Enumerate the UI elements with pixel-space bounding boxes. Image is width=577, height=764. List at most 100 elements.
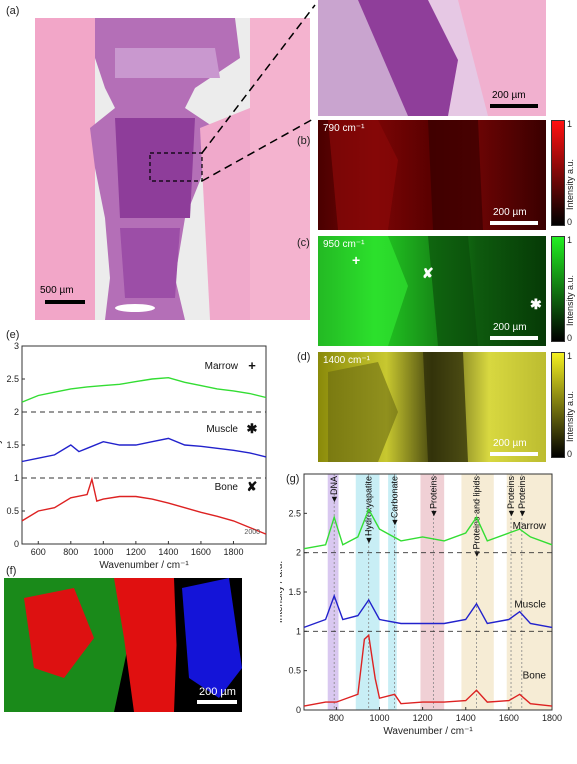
- colorbar-b: 1 0: [551, 120, 577, 230]
- y-tick-label-1: 0.5: [288, 666, 301, 676]
- annotation-marker-marrow: +: [248, 358, 256, 373]
- y-tick-label-3: 1.5: [6, 440, 19, 450]
- chart-g: ◄DNA ◄Hydroxyapatite ◄Carbonate ◄Proteins ◄P…: [280, 473, 562, 737]
- histology-main-svg: [35, 18, 310, 320]
- colorbar-c-max: 1: [567, 235, 573, 245]
- colorbar-d-gradient: [551, 352, 565, 458]
- y-axis-label: Intensity / a.u.: [280, 561, 285, 623]
- raman-map-c: [318, 236, 546, 346]
- band-label-6: ◄Proteins: [517, 476, 527, 518]
- y-tick-label-5: 2.5: [6, 374, 19, 384]
- y-tick-label-1: 0.5: [6, 506, 19, 516]
- scale-text-f: 200 µm: [199, 686, 236, 698]
- colorbar-c-min: 0: [567, 333, 573, 343]
- colorbar-d-max: 1: [567, 351, 573, 361]
- x-tick-label-5: 1600: [191, 547, 211, 557]
- x-axis-label: Wavenumber / cm⁻¹: [383, 726, 473, 737]
- y-tick-label-2: 1: [14, 473, 19, 483]
- series-line-marrow: [303, 507, 553, 550]
- band-1: [355, 474, 380, 710]
- series-line-muscle: [21, 437, 267, 463]
- cluster-map-f: [4, 578, 242, 712]
- band-4: [461, 474, 494, 710]
- scale-bar-a-main: [45, 300, 85, 304]
- scale-text-a-zoom: 200 µm: [492, 90, 526, 101]
- annotation-muscle: Muscle: [206, 424, 238, 435]
- colorbar-d-min: 0: [567, 449, 573, 459]
- x-tick-label-2: 1200: [413, 713, 433, 723]
- extra-tick-label: 2000: [244, 529, 260, 536]
- x-tick-label-5: 1800: [542, 713, 562, 723]
- map-label-c: 950 cm⁻¹: [323, 239, 365, 250]
- band-6: [517, 474, 552, 710]
- colorbar-b-gradient: [551, 120, 565, 226]
- band-label-2: ◄Carbonate: [390, 476, 400, 527]
- x-tick-label-3: 1400: [456, 713, 476, 723]
- y-tick-label-4: 2: [14, 407, 19, 417]
- raman-map-d-svg: [328, 352, 468, 462]
- panel-label-d: (d): [297, 351, 311, 363]
- scale-text-a-main: 500 µm: [40, 285, 74, 296]
- x-tick-label-4: 1600: [499, 713, 519, 723]
- map-label-b: 790 cm⁻¹: [323, 123, 365, 134]
- raman-map-c-svg: [318, 236, 478, 346]
- x-tick-label-0: 600: [31, 547, 46, 557]
- colorbar-c-label: Intensity a.u.: [565, 274, 575, 326]
- raman-map-b-svg: [328, 120, 483, 230]
- band-2: [388, 474, 397, 710]
- cluster-map-f-svg: [4, 578, 242, 712]
- annotation-marrow: Marrow: [513, 521, 547, 532]
- panel-label-b: (b): [297, 135, 311, 147]
- band-label-0: ◄DNA: [329, 476, 339, 504]
- y-tick-label-5: 2.5: [288, 508, 301, 518]
- colorbar-c-gradient: [551, 236, 565, 342]
- y-tick-label-0: 0: [14, 539, 19, 549]
- panel-label-c: (c): [297, 237, 310, 249]
- series-line-bone: [303, 633, 553, 707]
- histology-zoom-svg: [318, 0, 546, 116]
- y-tick-label-2: 1: [296, 626, 301, 636]
- panel-label-a: (a): [6, 5, 20, 17]
- band-label-5: ◄Proteins: [506, 476, 516, 518]
- scale-bar-d: [490, 452, 538, 456]
- x-tick-label-4: 1400: [158, 547, 178, 557]
- bone-marker-c: ✘: [422, 265, 434, 281]
- scale-bar-c: [490, 336, 538, 340]
- series-line-muscle: [303, 593, 553, 629]
- histology-image-main: [35, 18, 310, 320]
- raman-map-b: [318, 120, 546, 230]
- x-tick-label-1: 1000: [369, 713, 389, 723]
- y-tick-label-0: 0: [296, 705, 301, 715]
- annotation-muscle: Muscle: [514, 600, 546, 611]
- scale-text-b: 200 µm: [493, 207, 527, 218]
- annotation-bone: Bone: [523, 671, 547, 682]
- muscle-marker-c: ✱: [530, 296, 542, 312]
- x-tick-label-6: 1800: [223, 547, 243, 557]
- x-tick-label-2: 1000: [93, 547, 113, 557]
- colorbar-b-label: Intensity a.u.: [565, 158, 575, 210]
- raman-map-d: [318, 352, 546, 462]
- panel-label-e: (e): [6, 329, 20, 341]
- x-tick-label-3: 1200: [126, 547, 146, 557]
- plot-frame: [21, 345, 267, 545]
- x-tick-label-0: 800: [329, 713, 344, 723]
- x-tick-label-1: 800: [63, 547, 78, 557]
- colorbar-b-max: 1: [567, 119, 573, 129]
- chart-e: 600 800 1000 1200 1400 1600 1800 0 0.5 1 1.5 2 2.5 3 W…: [0, 341, 267, 568]
- annotation-bone: Bone: [215, 482, 239, 493]
- y-tick-label-4: 2: [296, 548, 301, 558]
- annotation-marker-muscle: ✱: [247, 421, 258, 436]
- band-5: [506, 474, 518, 710]
- band-label-3: ◄Proteins: [428, 476, 438, 518]
- series-line-bone: [21, 476, 267, 535]
- scale-text-d: 200 µm: [493, 438, 527, 449]
- y-axis-label: Intensity / a.u.: [0, 414, 3, 476]
- band-3: [420, 474, 445, 710]
- band-0: [327, 474, 339, 710]
- scale-bar-b: [490, 221, 538, 225]
- scale-text-c: 200 µm: [493, 322, 527, 333]
- colorbar-d-label: Intensity a.u.: [565, 390, 575, 442]
- y-tick-label-6: 3: [14, 341, 19, 351]
- colorbar-b-min: 0: [567, 217, 573, 227]
